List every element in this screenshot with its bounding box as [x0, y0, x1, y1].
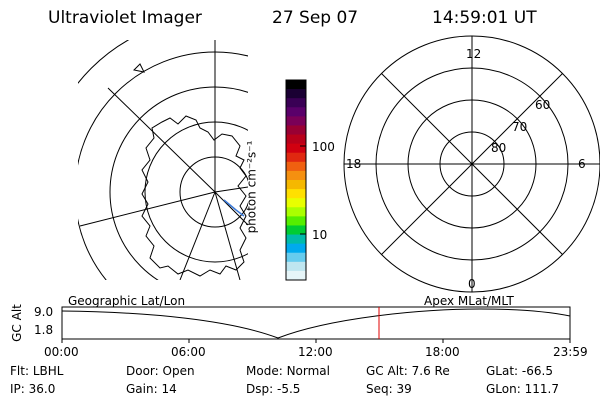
- x-tick-label-2359: 23:59: [553, 345, 588, 359]
- y-tick-9: 9.0: [34, 305, 54, 319]
- time-label: 14:59:01 UT: [432, 8, 537, 28]
- x-tick-label-0600: 06:00: [171, 345, 206, 359]
- mlt-label-12: 12: [466, 47, 482, 61]
- altitude-curve: [61, 308, 571, 339]
- timeline-frame: [61, 306, 571, 340]
- gc-alt-info: GC Alt: 7.6 Re: [366, 364, 450, 378]
- colorbar-swatch: [286, 107, 306, 117]
- meridian-line: [107, 87, 216, 193]
- colorbar-swatch: [286, 134, 306, 145]
- coastline: [141, 115, 247, 277]
- island-outline: [132, 63, 145, 73]
- colorbar-swatch: [286, 225, 306, 236]
- colorbar-frame: [285, 79, 307, 281]
- date-label: 27 Sep 07: [272, 8, 359, 28]
- x-tick-label-0000: 00:00: [44, 345, 79, 359]
- colorbar-swatch: [286, 152, 306, 163]
- geographic-caption: Geographic Lat/Lon: [68, 294, 186, 308]
- colorbar-swatch: [286, 89, 306, 99]
- mlat-label-80: 80: [491, 141, 507, 155]
- colorbar-swatch: [286, 80, 306, 90]
- colorbar-swatch: [286, 180, 306, 190]
- colorbar-swatch: [286, 216, 306, 226]
- mlt-label-0: 0: [468, 277, 476, 291]
- auroral-emission: [223, 199, 245, 217]
- x-tick-label-1200: 12:00: [298, 345, 333, 359]
- glat-info: GLat: -66.5: [486, 364, 553, 378]
- mlt-label-6: 6: [578, 157, 586, 171]
- mlt-label-18: 18: [346, 157, 362, 171]
- polar-diagonal: [381, 73, 563, 255]
- meridian-line: [214, 191, 241, 280]
- colorbar-swatch: [286, 261, 306, 272]
- meridian-line: [214, 186, 248, 193]
- dsp-info: Dsp: -5.5: [246, 382, 301, 396]
- colorbar-swatch: [286, 98, 306, 108]
- meridian-line: [79, 191, 216, 227]
- colorbar-swatch: [286, 189, 306, 199]
- colorbar-swatch: [286, 143, 306, 154]
- glon-info: GLon: 111.7: [486, 382, 559, 396]
- filter-info: Flt: LBHL: [10, 364, 64, 378]
- instrument-title: Ultraviolet Imager: [48, 8, 202, 28]
- colorbar-swatch: [286, 234, 306, 245]
- mlat-label-70: 70: [512, 120, 528, 134]
- ip-info: IP: 36.0: [10, 382, 56, 396]
- gain-info: Gain: 14: [126, 382, 177, 396]
- colorbar-tick-100: 100: [312, 140, 335, 154]
- colorbar-swatch: [286, 161, 306, 172]
- mode-info: Mode: Normal: [246, 364, 330, 378]
- meridian-line: [179, 191, 216, 280]
- colorbar-swatch: [286, 170, 306, 181]
- mlat-label-60: 60: [535, 98, 551, 112]
- colorbar-swatch: [286, 125, 306, 136]
- colorbar-swatch: [286, 198, 306, 208]
- x-tick-label-1800: 18:00: [425, 345, 460, 359]
- colorbar-swatch: [286, 270, 306, 281]
- colorbar-swatch: [286, 252, 306, 263]
- y-tick-1-8: 1.8: [34, 323, 54, 337]
- door-info: Door: Open: [126, 364, 195, 378]
- colorbar-swatch: [286, 116, 306, 126]
- colorbar-tick-10: 10: [312, 228, 328, 242]
- colorbar-swatch: [286, 207, 306, 217]
- colorbar-swatch: [286, 243, 306, 254]
- seq-info: Seq: 39: [366, 382, 412, 396]
- meridian-line: [214, 191, 248, 226]
- apex-caption: Apex MLat/MLT: [424, 294, 514, 308]
